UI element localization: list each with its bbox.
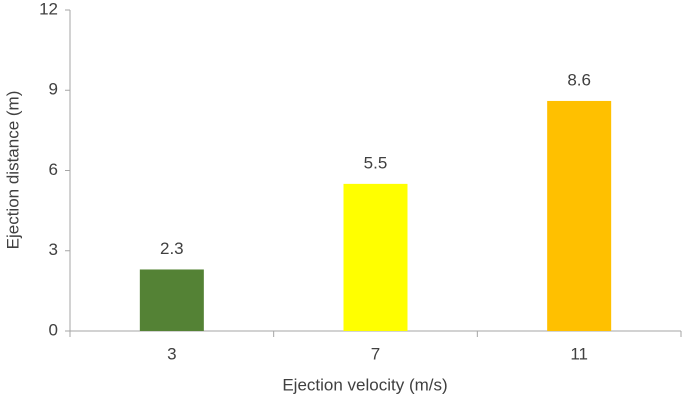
y-tick-label: 6 <box>49 160 58 179</box>
y-axis-label: Ejection distance (m) <box>3 91 22 250</box>
data-label: 5.5 <box>364 153 388 172</box>
y-tick-label: 12 <box>39 0 58 18</box>
y-tick-label: 9 <box>49 80 58 99</box>
bar <box>547 100 612 331</box>
data-label: 8.6 <box>567 70 591 89</box>
x-tick-label: 11 <box>570 344 588 363</box>
bar <box>139 269 204 331</box>
bar <box>343 183 408 331</box>
x-axis-label: Ejection velocity (m/s) <box>282 375 447 394</box>
x-tick-label: 3 <box>167 344 176 363</box>
x-tick-label: 7 <box>371 344 380 363</box>
y-tick-label: 0 <box>49 320 58 339</box>
y-tick-label: 3 <box>49 240 58 259</box>
data-label: 2.3 <box>160 239 184 258</box>
